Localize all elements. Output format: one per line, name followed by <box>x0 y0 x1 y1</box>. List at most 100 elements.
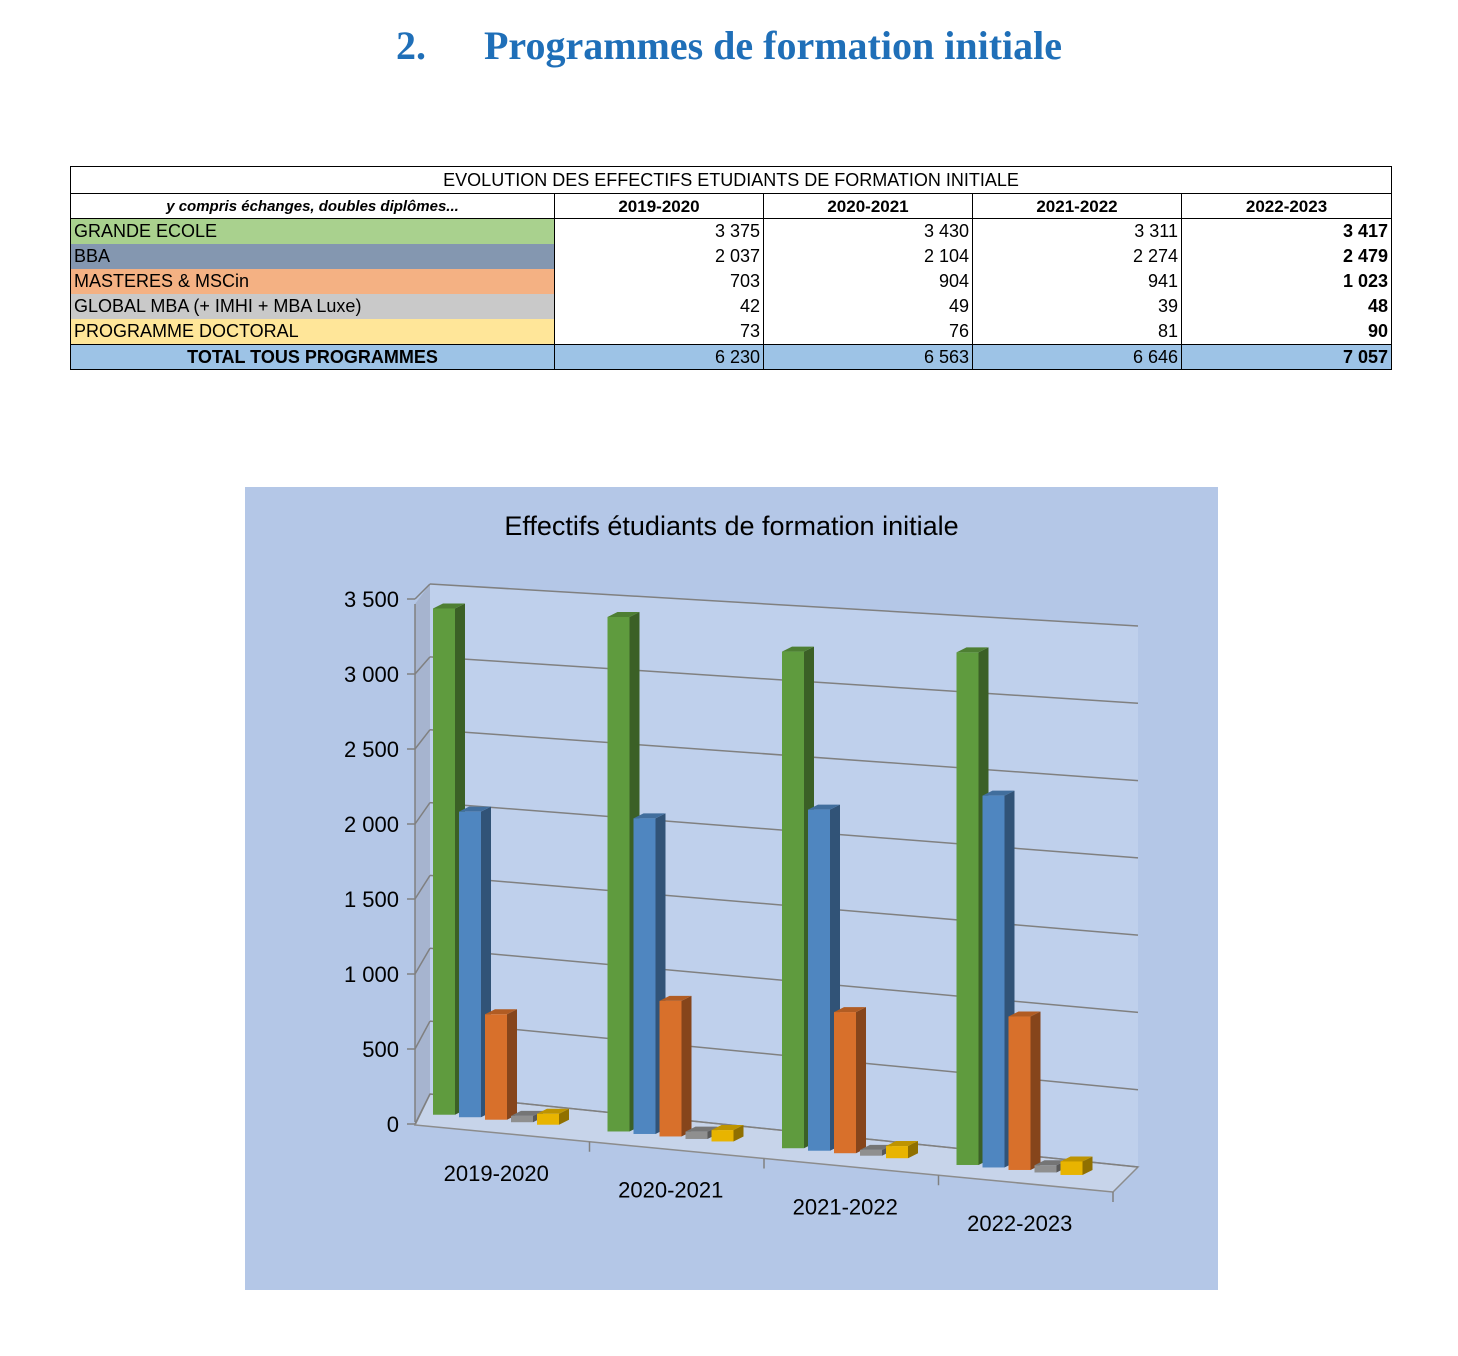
bar <box>459 811 481 1118</box>
total-row: TOTAL TOUS PROGRAMMES 6 230 6 563 6 646 … <box>70 344 1393 370</box>
bar-top <box>433 603 465 609</box>
column-header: 2022-2023 <box>1180 193 1393 219</box>
bar-top <box>633 813 666 819</box>
bar-top <box>1008 1011 1041 1017</box>
bar <box>1008 1016 1031 1170</box>
table-cell: 941 <box>972 269 1182 294</box>
total-label: TOTAL TOUS PROGRAMMES <box>70 344 555 370</box>
y-tick-label: 3 500 <box>344 587 399 612</box>
table-cell: 90 <box>1181 319 1393 345</box>
table-cell: 3 311 <box>972 218 1182 244</box>
chart-area: Effectifs étudiants de formation initial… <box>245 487 1218 1290</box>
total-cell: 6 563 <box>763 344 973 370</box>
bar <box>537 1113 559 1125</box>
bar-top <box>685 1126 718 1132</box>
table-cell: 76 <box>763 319 973 345</box>
bar-side <box>1030 1011 1041 1170</box>
bar <box>808 809 830 1151</box>
bar-top <box>782 646 814 652</box>
bar <box>607 616 630 1132</box>
y-tick-label: 3 000 <box>344 662 399 687</box>
table-cell: 2 479 <box>1181 244 1393 269</box>
y-tick-label: 1 000 <box>344 962 399 987</box>
table-header-row: y compris échanges, doubles diplômes... … <box>70 193 1393 219</box>
total-cell: 6 646 <box>972 344 1182 370</box>
y-tick-label: 2 000 <box>344 812 399 837</box>
bar-top <box>659 995 692 1001</box>
table-cell: 904 <box>763 269 973 294</box>
section-heading: 2. Programmes de formation initiale <box>0 22 1458 69</box>
table-cell: 3 417 <box>1181 218 1393 244</box>
x-tick-label: 2021-2022 <box>793 1194 898 1219</box>
bar <box>886 1146 908 1159</box>
table-caption-row: EVOLUTION DES EFFECTIFS ETUDIANTS DE FOR… <box>69 166 1393 194</box>
total-cell: 7 057 <box>1180 344 1393 370</box>
enrollment-table: EVOLUTION DES EFFECTIFS ETUDIANTS DE FOR… <box>69 166 1393 370</box>
bar <box>1060 1161 1083 1175</box>
bar-side <box>559 1108 569 1125</box>
section-number: 2. <box>395 23 426 68</box>
section-title: Programmes de formation initiale <box>483 23 1063 68</box>
table-cell: 81 <box>972 319 1182 345</box>
column-header: 2020-2021 <box>763 193 973 219</box>
table-cell: 703 <box>554 269 764 294</box>
bar-top <box>956 647 989 653</box>
bar <box>782 651 804 1149</box>
bar <box>956 652 979 1165</box>
bar-top <box>485 1009 517 1015</box>
table-cell: 1 023 <box>1181 269 1393 294</box>
bar-chart: 0 500 1 000 1 500 2 000 2 500 3 000 3 500 2019-2… <box>344 583 1140 1236</box>
table-cell: 3 375 <box>554 218 764 244</box>
row-label: BBA <box>70 244 555 269</box>
table-cell: 42 <box>554 294 764 319</box>
bar-side <box>856 1007 866 1154</box>
gridline-side <box>414 656 431 675</box>
bar-top <box>711 1125 744 1131</box>
table-cell: 48 <box>1181 294 1393 319</box>
bar-side <box>1082 1156 1093 1175</box>
bar-top <box>808 804 840 810</box>
x-tick-label: 2020-2021 <box>618 1178 723 1203</box>
bar-top <box>886 1141 918 1147</box>
bar-side <box>681 995 692 1137</box>
column-header: 2019-2020 <box>554 193 764 219</box>
bar <box>860 1149 882 1156</box>
bar-top <box>834 1007 866 1013</box>
table-row: PROGRAMME DOCTORAL 73 76 81 90 <box>70 319 1393 345</box>
bar <box>1034 1165 1057 1173</box>
table-cell: 3 430 <box>763 218 973 244</box>
table-cell: 2 274 <box>972 244 1182 269</box>
table-note: y compris échanges, doubles diplômes... <box>70 193 555 219</box>
bar-top <box>1034 1160 1067 1166</box>
row-label: PROGRAMME DOCTORAL <box>70 319 555 345</box>
gridline-side <box>414 583 431 600</box>
table-row: MASTERES & MSCin 703 904 941 1 023 <box>70 269 1393 294</box>
bar <box>485 1014 507 1120</box>
table-cell: 2 037 <box>554 244 764 269</box>
table-cell: 39 <box>972 294 1182 319</box>
bar-top <box>860 1144 892 1150</box>
row-label: GRANDE ECOLE <box>70 218 555 244</box>
y-tick-label: 2 500 <box>344 737 399 762</box>
bar-side <box>908 1141 918 1159</box>
x-tick-label: 2022-2023 <box>967 1211 1072 1236</box>
table-row: GLOBAL MBA (+ IMHI + MBA Luxe) 42 49 39 48 <box>70 294 1393 319</box>
table-row: BBA 2 037 2 104 2 274 2 479 <box>70 244 1393 269</box>
column-header: 2021-2022 <box>972 193 1182 219</box>
bar-top <box>459 806 491 812</box>
total-cell: 6 230 <box>554 344 764 370</box>
side-wall <box>415 584 430 1122</box>
bar <box>834 1012 856 1154</box>
bar <box>433 608 455 1115</box>
row-label: GLOBAL MBA (+ IMHI + MBA Luxe) <box>70 294 555 319</box>
bar-side <box>507 1009 517 1120</box>
gridline-side <box>414 947 431 975</box>
gridline-side <box>414 729 431 750</box>
bar <box>982 795 1005 1168</box>
y-tick-label: 1 500 <box>344 887 399 912</box>
bar-top <box>537 1108 569 1114</box>
table-caption: EVOLUTION DES EFFECTIFS ETUDIANTS DE FOR… <box>69 166 1393 194</box>
y-tick-label: 500 <box>362 1037 399 1062</box>
bar-side <box>733 1125 744 1142</box>
bar <box>659 1000 682 1137</box>
